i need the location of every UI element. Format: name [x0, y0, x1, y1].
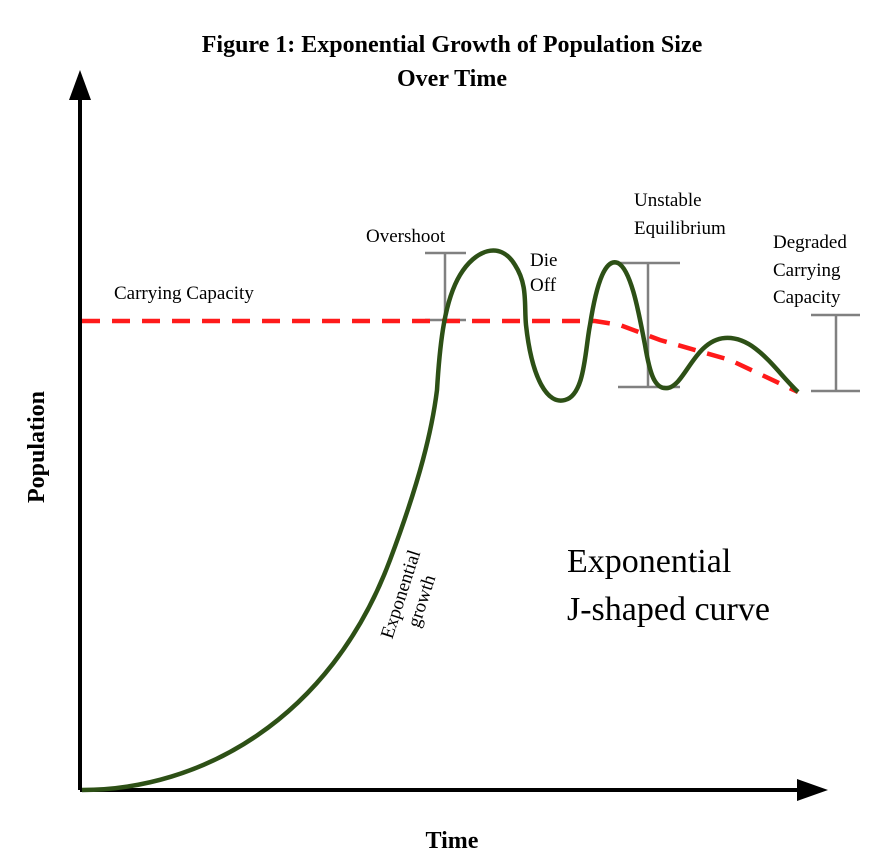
- unstable-label-1: Unstable: [634, 190, 702, 211]
- die-off-label-1: Die: [530, 250, 557, 271]
- degraded-label-1: Degraded: [773, 232, 847, 253]
- unstable-label-2: Equilibrium: [634, 218, 726, 239]
- title-line-2: Over Time: [397, 66, 507, 92]
- x-axis-label: Time: [426, 828, 479, 854]
- degraded-label-3: Capacity: [773, 287, 841, 308]
- degraded-label-2: Carrying: [773, 260, 841, 281]
- carrying-capacity-label: Carrying Capacity: [114, 283, 254, 304]
- die-off-label-2: Off: [530, 275, 557, 296]
- population-curve: [81, 248, 800, 793]
- y-axis-label: Population: [24, 391, 50, 503]
- curve-caption-1: Exponential: [567, 543, 731, 580]
- title-line-1: Figure 1: Exponential Growth of Populati…: [202, 32, 703, 58]
- curve-caption-2: J-shaped curve: [567, 591, 770, 628]
- x-axis-arrow-icon: [797, 779, 828, 801]
- y-axis-arrow-icon: [69, 70, 91, 100]
- carrying-capacity-line: [82, 318, 799, 395]
- degraded-capacity-bar: [811, 313, 860, 393]
- overshoot-label: Overshoot: [366, 226, 446, 247]
